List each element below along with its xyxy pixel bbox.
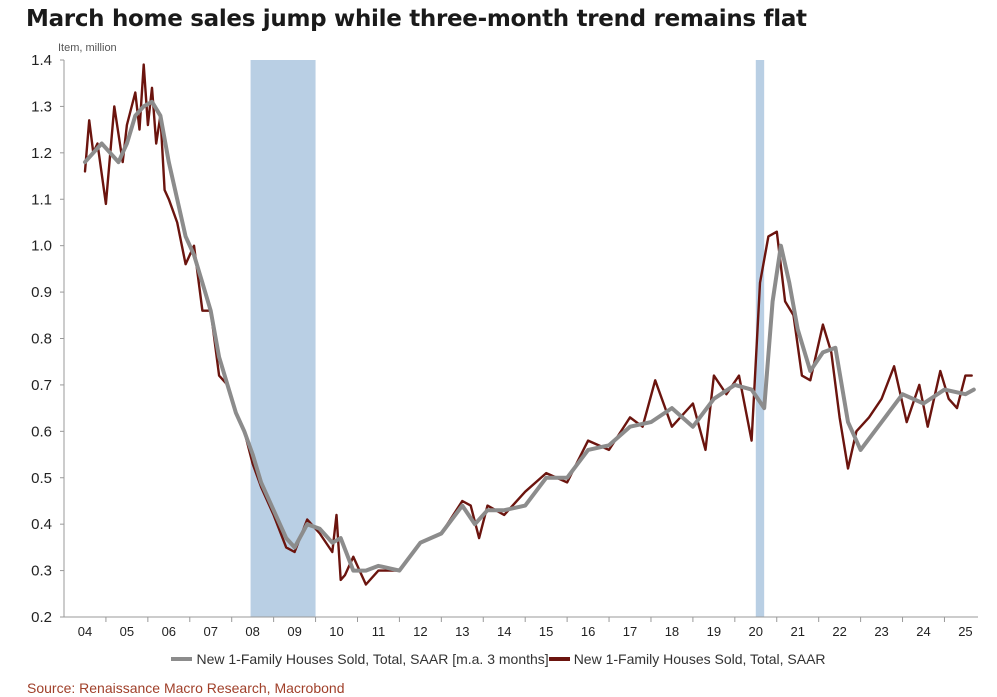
x-tick-label: 19 bbox=[707, 624, 721, 639]
x-tick-label: 11 bbox=[372, 624, 386, 639]
x-tick-label: 08 bbox=[245, 624, 259, 639]
series-line-moving-average bbox=[83, 99, 976, 573]
x-tick-label: 12 bbox=[413, 624, 427, 639]
axes bbox=[60, 59, 978, 622]
x-tick-label: 14 bbox=[497, 624, 511, 639]
x-tick-label: 06 bbox=[162, 624, 176, 639]
recession-bands bbox=[250, 60, 765, 617]
legend-item-raw: New 1-Family Houses Sold, Total, SAAR bbox=[548, 651, 826, 667]
y-tick-label: 0.3 bbox=[31, 563, 52, 580]
legend-label-raw: New 1-Family Houses Sold, Total, SAAR bbox=[573, 651, 826, 667]
x-tick-label: 23 bbox=[874, 624, 888, 639]
x-tick-label: 20 bbox=[749, 624, 763, 639]
legend-swatch-raw bbox=[548, 657, 570, 661]
line-chart: 0.2 0.3 0.4 0.5 0.6 0.7 0.8 0.9 1.0 1.1 1.2 1.3 1.4 0… bbox=[31, 52, 978, 639]
legend: New 1-Family Houses Sold, Total, SAAR [m… bbox=[0, 651, 997, 667]
legend-label-moving-average: New 1-Family Houses Sold, Total, SAAR [m… bbox=[196, 651, 549, 667]
x-tick-label: 22 bbox=[832, 624, 846, 639]
y-tick-label: 0.2 bbox=[31, 609, 52, 626]
y-axis-unit-label: Item, million bbox=[58, 42, 117, 54]
series-line-raw bbox=[83, 63, 973, 586]
x-tick-label: 04 bbox=[78, 624, 92, 639]
y-tick-label: 1.3 bbox=[31, 98, 52, 115]
y-tick-label: 1.2 bbox=[31, 145, 52, 162]
y-tick-label: 1.0 bbox=[31, 238, 52, 255]
x-tick-label: 17 bbox=[623, 624, 637, 639]
x-tick-label: 13 bbox=[455, 624, 469, 639]
y-tick-label: 0.4 bbox=[31, 516, 52, 533]
x-tick-label: 25 bbox=[958, 624, 972, 639]
x-tick-label: 15 bbox=[539, 624, 553, 639]
recession-band-1 bbox=[755, 60, 765, 617]
legend-swatch-moving-average bbox=[171, 657, 193, 661]
y-tick-label: 0.7 bbox=[31, 377, 52, 394]
x-tick-label: 18 bbox=[665, 624, 679, 639]
x-tick-label: 05 bbox=[120, 624, 134, 639]
legend-item-moving-average: New 1-Family Houses Sold, Total, SAAR [m… bbox=[171, 651, 549, 667]
x-tick-label: 09 bbox=[287, 624, 301, 639]
y-tick-label: 0.6 bbox=[31, 423, 52, 440]
y-tick-label: 1.1 bbox=[31, 191, 52, 208]
source-note: Source: Renaissance Macro Research, Macr… bbox=[27, 680, 345, 696]
y-tick-label: 0.9 bbox=[31, 284, 52, 301]
x-tick-label: 21 bbox=[790, 624, 804, 639]
y-tick-label: 1.4 bbox=[31, 52, 52, 69]
y-tick-label: 0.5 bbox=[31, 470, 52, 487]
chart-title: March home sales jump while three-month … bbox=[26, 6, 807, 32]
x-tick-label: 07 bbox=[204, 624, 218, 639]
series-lines bbox=[83, 63, 976, 586]
x-tick-label: 16 bbox=[581, 624, 595, 639]
y-tick-label: 0.8 bbox=[31, 331, 52, 348]
tick-labels: 0.2 0.3 0.4 0.5 0.6 0.7 0.8 0.9 1.0 1.1 1.2 1.3 1.4 0… bbox=[31, 52, 973, 639]
x-tick-label: 10 bbox=[329, 624, 343, 639]
x-tick-label: 24 bbox=[916, 624, 930, 639]
